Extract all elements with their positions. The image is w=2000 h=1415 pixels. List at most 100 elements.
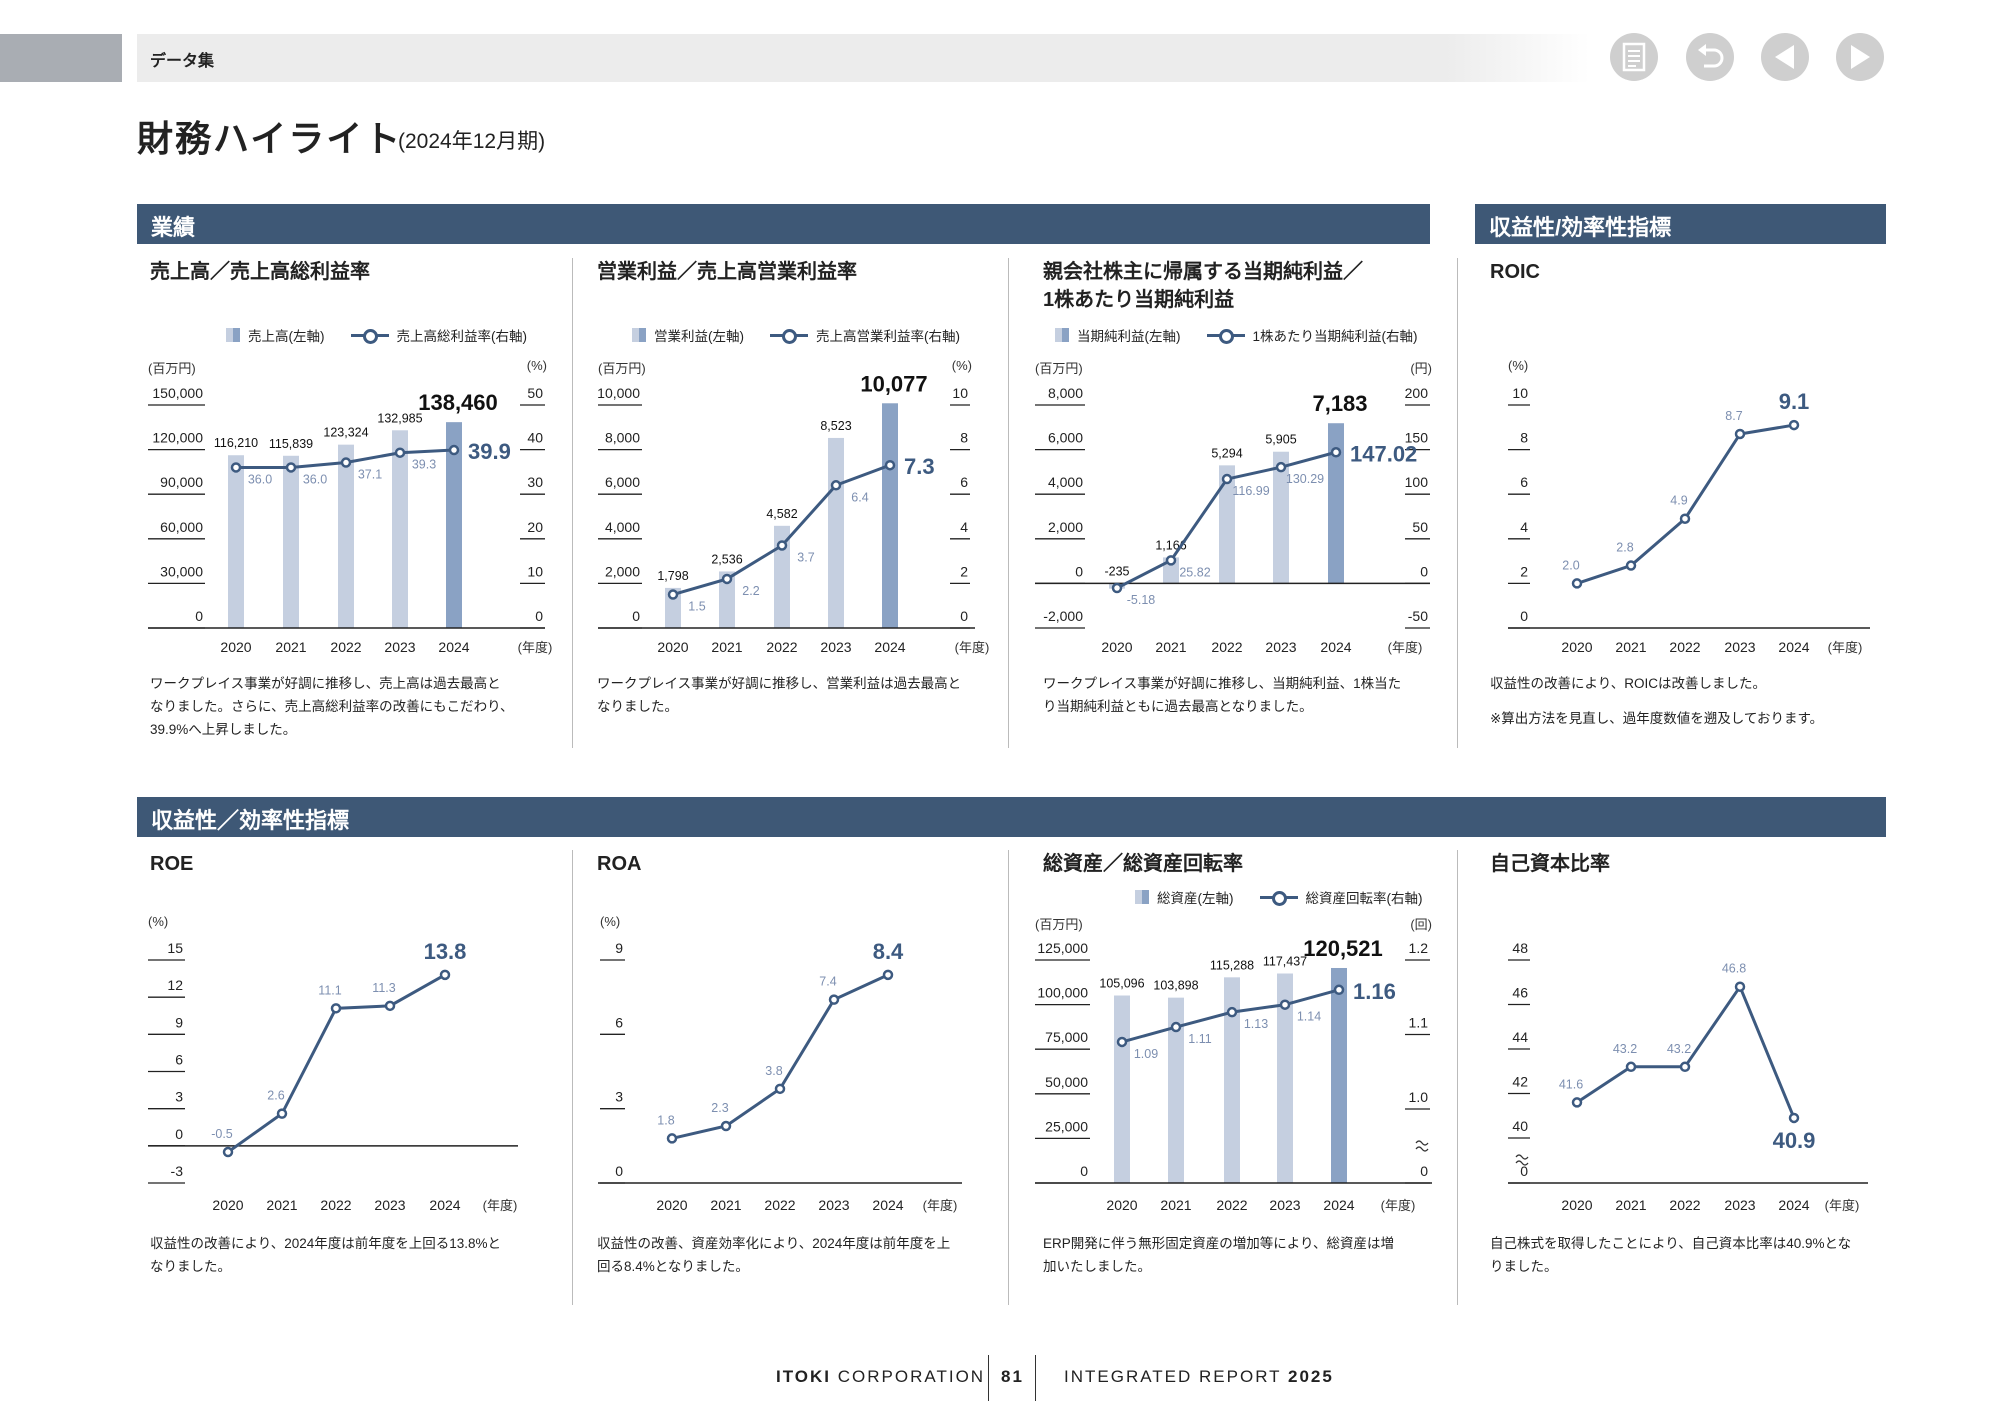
data-point	[828, 994, 840, 1005]
document-button[interactable]	[1610, 33, 1658, 81]
x-tick-label: 2024	[874, 639, 905, 655]
undo-button[interactable]	[1686, 33, 1734, 81]
bar-value: 5,905	[1265, 433, 1296, 447]
tick-label-right: 1.2	[1409, 940, 1429, 956]
footer-divider	[1035, 1355, 1036, 1401]
x-tick-label: 2021	[1615, 639, 1646, 655]
divider	[1008, 850, 1009, 1305]
line-value: 8.7	[1725, 409, 1742, 423]
bar	[665, 587, 681, 628]
page-title: 財務ハイライト	[137, 118, 403, 159]
tick-label-right: 200	[1405, 385, 1429, 401]
panel-title: ROE	[150, 853, 194, 875]
bar	[228, 455, 244, 628]
description-line: り当期純利益ともに過去最高となりました。	[1043, 699, 1313, 714]
data-point	[1221, 473, 1233, 485]
panel-title: 自己資本比率	[1490, 853, 1610, 875]
x-tick-label: 2020	[1561, 1197, 1592, 1213]
bar-value: 4,582	[766, 507, 797, 521]
footer-report: INTEGRATED REPORT 2025	[1064, 1367, 1334, 1387]
legend-bar-swatch	[226, 328, 240, 342]
chart-description: 収益性の改善により、2024年度は前年度を上回る13.8%と なりました。	[150, 1232, 550, 1278]
x-tick-label: 2020	[212, 1197, 243, 1213]
tick-label-left: 6	[615, 1014, 623, 1030]
bar-value: 116,210	[214, 436, 258, 450]
data-point	[666, 1133, 678, 1144]
bar-value: 103,898	[1153, 979, 1198, 993]
divider	[1008, 258, 1009, 748]
x-tick-label: 2022	[330, 639, 361, 655]
x-tick-label: 2023	[374, 1197, 405, 1213]
x-tick-label: 2020	[1101, 639, 1132, 655]
series-line	[236, 448, 455, 469]
legend-bar-swatch	[1055, 328, 1069, 342]
tick-label-left: 44	[1512, 1029, 1528, 1045]
data-point	[1571, 1097, 1583, 1108]
description-line: 回る8.4%となりました。	[597, 1259, 749, 1274]
tick-label-right: -50	[1408, 608, 1428, 624]
data-point	[882, 969, 894, 981]
tick-label-right: 0	[535, 608, 543, 624]
prev-page-button[interactable]	[1761, 33, 1809, 81]
x-axis-unit: (年度)	[1388, 640, 1423, 655]
x-axis-unit: (年度)	[518, 640, 553, 655]
tick-label-left: 9	[175, 1014, 183, 1030]
line-value: 11.1	[318, 983, 341, 997]
bar-value: 8,523	[820, 419, 851, 433]
data-point	[1111, 582, 1123, 594]
x-tick-label: 2024	[1320, 639, 1351, 655]
line-value-latest: 9.1	[1779, 389, 1810, 414]
data-point	[667, 589, 679, 600]
tick-label-left: 12	[167, 977, 183, 993]
bar	[1163, 557, 1179, 584]
tick-label-left: 2	[1520, 563, 1528, 579]
tick-label-left: 8,000	[605, 430, 640, 446]
x-tick-label: 2020	[1106, 1197, 1137, 1213]
data-point	[330, 1003, 342, 1014]
tick-label-left: 48	[1512, 940, 1528, 956]
data-point	[276, 1108, 288, 1119]
description-line: ワークプレイス事業が好調に推移し、営業利益は過去最高と	[597, 676, 962, 691]
legend-line-swatch	[1206, 328, 1245, 344]
line-value: 36.0	[248, 472, 272, 486]
bar-value: 115,288	[1210, 958, 1254, 972]
tick-label-left: 100,000	[1037, 985, 1088, 1001]
footer-company: ITOKI CORPORATION	[776, 1367, 985, 1387]
legend-bar-label: 総資産(左軸)	[1157, 891, 1234, 906]
line-value: 2.3	[711, 1101, 728, 1115]
chart-description: 収益性の改善、資産効率化により、2024年度は前年度を上 回る8.4%となりました…	[597, 1232, 997, 1278]
series-line	[1121, 988, 1340, 1044]
unit-right: (円)	[1410, 361, 1432, 376]
unit-left: (百万円)	[148, 361, 196, 376]
description-line: なりました。	[597, 699, 678, 714]
data-point	[720, 1120, 732, 1132]
description-line: 加いたしました。	[1043, 1259, 1151, 1274]
line-value: 6.4	[851, 490, 868, 504]
description-line: 39.9%へ上昇しました。	[150, 722, 297, 737]
tick-label-left: 46	[1512, 985, 1528, 1001]
line-value: 46.8	[1722, 962, 1746, 976]
description-line: りました。	[1490, 1259, 1558, 1274]
x-tick-label: 2023	[820, 639, 851, 655]
bar	[392, 430, 408, 628]
bar-value: 117,437	[1263, 954, 1307, 968]
series-line	[671, 973, 889, 1140]
next-page-button[interactable]	[1836, 33, 1884, 81]
bar	[719, 571, 735, 628]
section-header-efficiency-top: 収益性/効率性指標	[1475, 204, 1886, 244]
line-value-latest: 39.9	[468, 439, 511, 464]
line-value-latest: 1.16	[1353, 979, 1396, 1004]
line-value: 39.3	[412, 458, 436, 472]
section-header-performance: 業績	[137, 204, 1430, 244]
unit-left: (百万円)	[598, 361, 646, 376]
data-point	[884, 459, 896, 471]
chart-description: 収益性の改善により、ROICは改善しました。 ※算出方法を見直し、過年度数値を遡及…	[1490, 672, 1890, 730]
tick-label-right: 40	[527, 430, 543, 446]
tick-label-right: 1.0	[1409, 1089, 1429, 1105]
x-tick-label: 2023	[1265, 639, 1296, 655]
panel-title: 売上高／売上高総利益率	[150, 261, 370, 283]
data-point	[394, 447, 406, 458]
bar	[1168, 997, 1184, 1183]
x-tick-label: 2024	[1778, 639, 1809, 655]
unit-left: (百万円)	[1035, 361, 1083, 376]
